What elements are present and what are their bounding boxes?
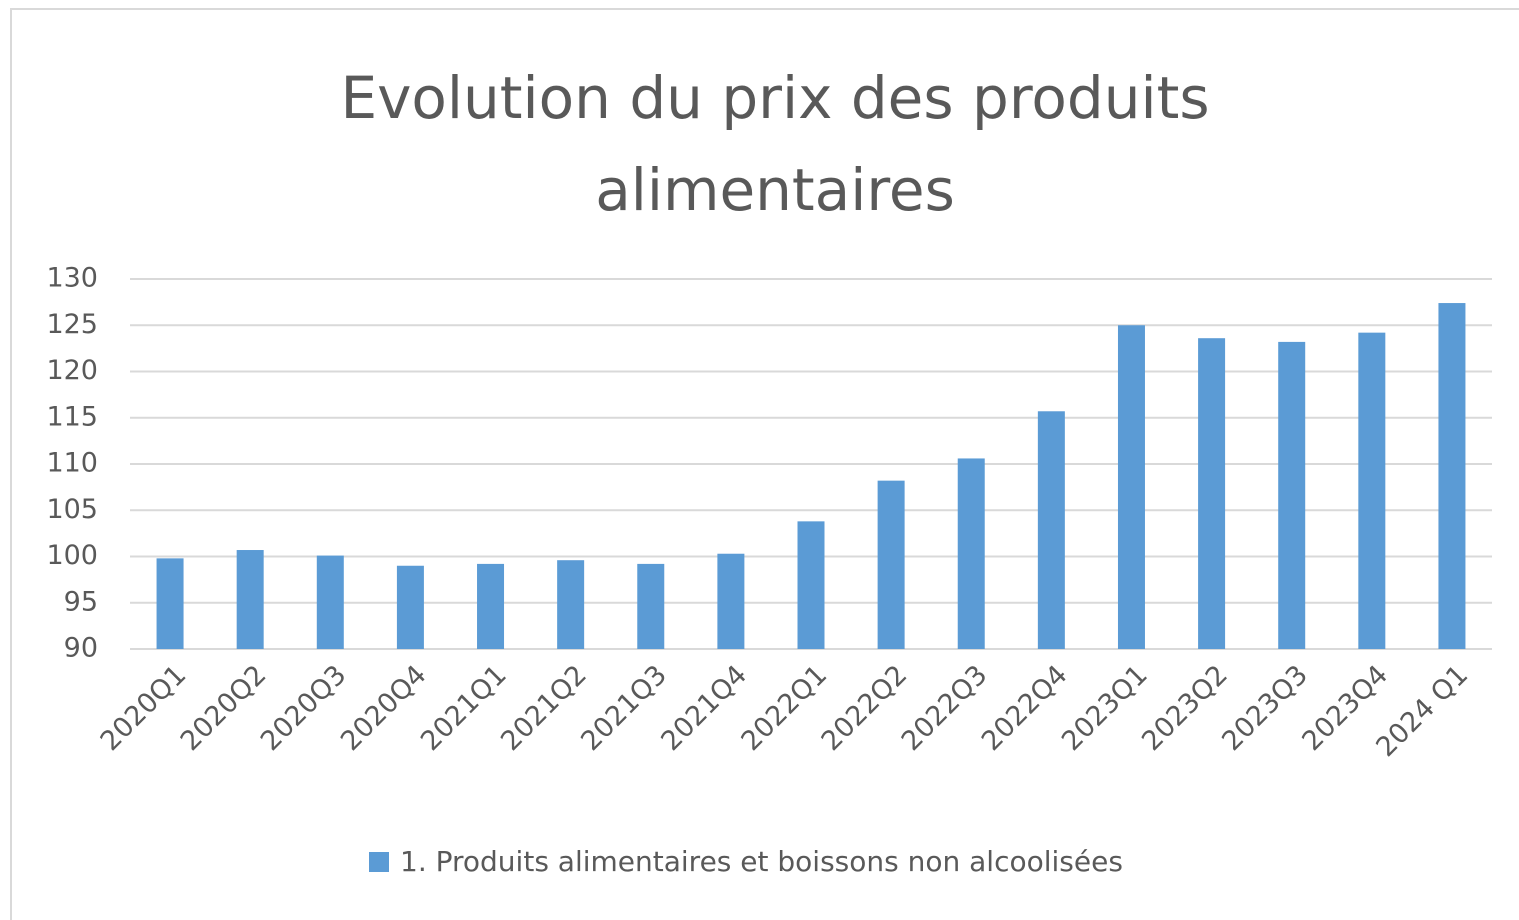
bar bbox=[877, 480, 905, 649]
y-tick-label: 120 bbox=[46, 355, 98, 386]
y-tick-label: 105 bbox=[46, 494, 98, 525]
bar bbox=[236, 550, 264, 649]
x-tick-label: 2023Q1 bbox=[1056, 659, 1154, 757]
bar bbox=[316, 555, 344, 649]
bar bbox=[1198, 338, 1226, 649]
chart-title: Evolution du prix des produits alimentai… bbox=[340, 64, 1210, 224]
x-tick-label: 2021Q2 bbox=[495, 659, 593, 757]
x-tick-label: 2021Q4 bbox=[655, 659, 753, 757]
x-tick-label: 2020Q2 bbox=[175, 659, 273, 757]
y-tick-label: 125 bbox=[46, 309, 98, 340]
bar bbox=[637, 563, 665, 649]
bar bbox=[557, 560, 585, 649]
legend-swatch bbox=[369, 852, 389, 872]
y-tick-label: 130 bbox=[46, 263, 98, 294]
x-tick-label: 2020Q4 bbox=[335, 659, 433, 757]
x-tick-label: 2020Q1 bbox=[95, 659, 193, 757]
x-tick-label: 2021Q3 bbox=[575, 659, 673, 757]
legend-label: 1. Produits alimentaires et boissons non… bbox=[400, 845, 1123, 878]
y-tick-label: 95 bbox=[64, 586, 98, 617]
bar bbox=[1278, 341, 1306, 649]
bar bbox=[156, 558, 184, 649]
y-tick-label: 110 bbox=[46, 448, 98, 479]
x-tick-label: 2023Q3 bbox=[1216, 659, 1314, 757]
y-tick-label: 100 bbox=[46, 540, 98, 571]
bar bbox=[717, 553, 745, 649]
y-tick-label: 90 bbox=[64, 633, 98, 664]
bar bbox=[1037, 411, 1065, 649]
x-tick-label: 2021Q1 bbox=[415, 659, 513, 757]
x-tick-label: 2022Q3 bbox=[896, 659, 994, 757]
bar bbox=[957, 458, 985, 649]
bar bbox=[1358, 332, 1386, 649]
bar bbox=[396, 565, 424, 649]
bar bbox=[797, 521, 825, 649]
x-tick-label: 2020Q3 bbox=[255, 659, 353, 757]
chart-frame bbox=[10, 8, 1519, 920]
x-tick-label: 2022Q2 bbox=[816, 659, 914, 757]
x-tick-label: 2022Q4 bbox=[976, 659, 1074, 757]
bar bbox=[477, 563, 505, 649]
x-tick-label: 2023Q2 bbox=[1136, 659, 1234, 757]
y-tick-label: 115 bbox=[46, 401, 98, 432]
x-tick-label: 2022Q1 bbox=[736, 659, 834, 757]
bar bbox=[1438, 303, 1466, 649]
bar bbox=[1117, 325, 1145, 649]
